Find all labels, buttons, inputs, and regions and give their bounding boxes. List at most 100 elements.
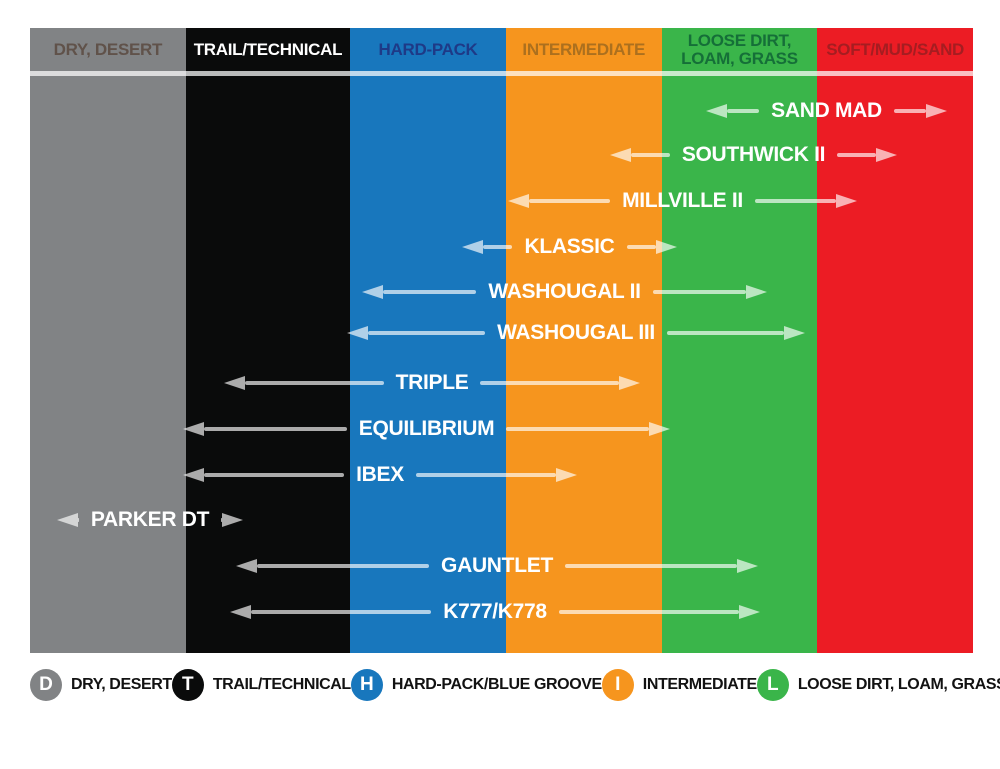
tire-range-row: PARKER DT (57, 505, 243, 535)
arrowhead-right-icon (556, 468, 578, 482)
arrowhead-left-icon (183, 422, 204, 436)
left-arrow-icon (57, 513, 79, 527)
arrow-shaft (506, 427, 649, 431)
tire-name-label: TRIPLE (395, 371, 469, 394)
arrowhead-left-icon (508, 194, 529, 208)
tire-range-row: WASHOUGAL III (347, 318, 806, 348)
tire-range-row: MILLVILLE II (508, 186, 857, 216)
arrow-shaft (626, 245, 657, 249)
terrain-band-header: TRAIL/TECHNICAL (193, 40, 343, 60)
tire-range-row: GAUNTLET (236, 551, 759, 581)
header-divider-rule (30, 71, 973, 76)
tire-name-label: IBEX (356, 463, 404, 486)
arrow-shaft (529, 199, 611, 203)
legend-item: L LOOSE DIRT, LOAM, GRASS (756, 669, 1000, 701)
right-arrow-icon (415, 468, 578, 482)
arrow-shaft (631, 153, 670, 157)
arrowhead-right-icon (737, 559, 759, 573)
arrowhead-right-icon (222, 513, 243, 527)
arrowhead-left-icon (706, 104, 727, 118)
terrain-letter-icon: H (350, 669, 383, 701)
arrowhead-left-icon (347, 326, 368, 340)
legend-item-label: TRAIL/TECHNICAL (212, 676, 351, 693)
right-arrow-icon (754, 194, 857, 208)
legend-item-label: DRY, DESERT (71, 676, 172, 693)
terrain-bands: DRY, DESERT TRAIL/TECHNICAL HARD-PACK IN… (30, 28, 973, 653)
legend-item: H HARD-PACK/BLUE GROOVE (350, 669, 602, 701)
tire-range-row: EQUILIBRIUM (183, 414, 670, 444)
tire-range-row: IBEX (183, 460, 578, 490)
arrow-shaft (204, 427, 347, 431)
arrow-shaft (652, 290, 747, 294)
arrowhead-left-icon (57, 513, 78, 527)
arrow-shaft (368, 331, 486, 335)
right-arrow-icon (558, 605, 761, 619)
arrow-shaft (415, 473, 557, 477)
arrowhead-left-icon (362, 285, 383, 299)
arrowhead-left-icon (236, 559, 257, 573)
legend-item: I INTERMEDIATE (601, 669, 757, 701)
arrowhead-right-icon (619, 376, 640, 390)
tire-name-label: PARKER DT (90, 508, 210, 531)
tire-name-label: K777/K778 (443, 600, 547, 623)
legend-item-label: LOOSE DIRT, LOAM, GRASS (797, 676, 1000, 693)
terrain-letter-icon: D (30, 669, 62, 701)
arrow-shaft (893, 109, 927, 113)
right-arrow-icon (837, 148, 898, 162)
arrowhead-left-icon (610, 148, 631, 162)
tire-name-label: EQUILIBRIUM (358, 417, 495, 440)
arrowhead-right-icon (746, 285, 768, 299)
right-arrow-icon (652, 285, 768, 299)
left-arrow-icon (362, 285, 477, 299)
terrain-band-header: HARD-PACK (378, 40, 478, 60)
right-arrow-icon (480, 376, 640, 390)
arrowhead-right-icon (876, 148, 898, 162)
terrain-band-header: DRY, DESERT (53, 40, 163, 60)
left-arrow-icon (224, 376, 384, 390)
terrain-letter-icon: T (171, 669, 204, 701)
arrow-shaft (78, 518, 79, 522)
arrowhead-right-icon (926, 104, 948, 118)
left-arrow-icon (347, 326, 486, 340)
terrain-band: LOOSE DIRT, LOAM, GRASS (661, 28, 818, 653)
arrowhead-right-icon (836, 194, 857, 208)
arrowhead-right-icon (649, 422, 670, 436)
arrow-shaft (754, 199, 836, 203)
arrow-shaft (251, 610, 432, 614)
right-arrow-icon (506, 422, 670, 436)
terrain-legend: D DRY, DESERT T TRAIL/TECHNICAL H HARD-P… (30, 667, 1000, 703)
tire-name-label: WASHOUGAL II (488, 280, 641, 303)
terrain-band: INTERMEDIATE (505, 28, 662, 653)
tire-range-row: TRIPLE (224, 368, 640, 398)
arrow-shaft (837, 153, 877, 157)
arrow-shaft (221, 518, 222, 522)
arrow-shaft (257, 564, 430, 568)
left-arrow-icon (236, 559, 430, 573)
tire-range-row: K777/K778 (230, 597, 761, 627)
terrain-band-header: INTERMEDIATE (522, 40, 646, 60)
arrowhead-left-icon (230, 605, 251, 619)
tire-name-label: GAUNTLET (441, 554, 553, 577)
arrow-shaft (564, 564, 738, 568)
terrain-band: SOFT/MUD/SAND (817, 28, 973, 653)
arrow-shaft (727, 109, 760, 113)
arrow-shaft (666, 331, 785, 335)
tire-range-row: SOUTHWICK II (610, 140, 898, 170)
tire-range-row: WASHOUGAL II (362, 277, 768, 307)
left-arrow-icon (462, 240, 513, 254)
tire-range-row: SAND MAD (706, 96, 948, 126)
terrain-band-header: SOFT/MUD/SAND (826, 40, 965, 60)
terrain-band: TRAIL/TECHNICAL (185, 28, 351, 653)
legend-item-label: HARD-PACK/BLUE GROOVE (391, 676, 602, 693)
arrow-shaft (245, 381, 384, 385)
legend-item: D DRY, DESERT (30, 669, 172, 701)
legend-item: T TRAIL/TECHNICAL (171, 669, 351, 701)
tire-name-label: WASHOUGAL III (497, 321, 655, 344)
arrowhead-left-icon (224, 376, 245, 390)
arrowhead-right-icon (656, 240, 678, 254)
arrowhead-left-icon (183, 468, 204, 482)
tire-name-label: MILLVILLE II (622, 189, 743, 212)
right-arrow-icon (666, 326, 806, 340)
right-arrow-icon (893, 104, 948, 118)
tire-name-label: SOUTHWICK II (681, 143, 826, 166)
